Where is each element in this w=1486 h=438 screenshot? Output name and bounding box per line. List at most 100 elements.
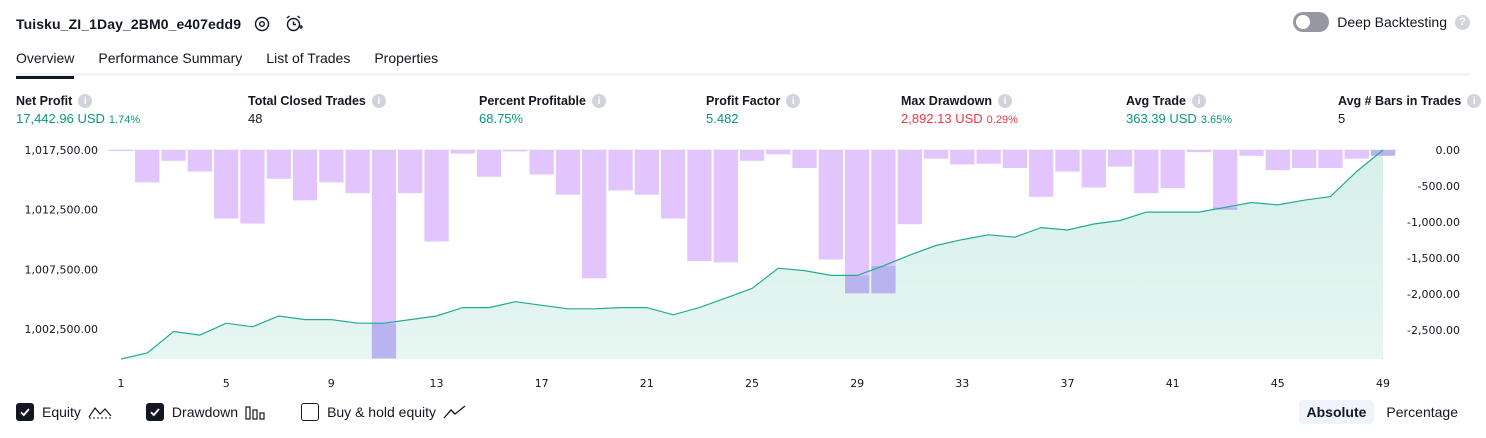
x-tick-label: 1 xyxy=(118,377,125,390)
y-right-tick-label: -2,000.00 xyxy=(1407,288,1460,301)
legend-buy-hold[interactable]: Buy & hold equity xyxy=(301,403,467,421)
drawdown-bar xyxy=(1213,150,1238,208)
absolute-mode-button[interactable]: Absolute xyxy=(1298,400,1375,424)
drawdown-bar xyxy=(529,150,554,175)
avg-bars-label: Avg # Bars in Trades xyxy=(1338,94,1462,108)
legend-drawdown[interactable]: Drawdown xyxy=(145,403,267,421)
drawdown-bar xyxy=(1186,150,1212,153)
drawdown-bar xyxy=(1002,150,1028,168)
net-profit-label: Net Profit xyxy=(16,94,73,108)
y-right-tick-label: -500.00 xyxy=(1418,180,1460,193)
drawdown-bar-overlap xyxy=(1370,150,1396,156)
metric-net-profit: Net Profit i 17,442.96 USD 1.74% xyxy=(16,94,140,126)
total-closed-trades-label: Total Closed Trades xyxy=(248,94,366,108)
net-profit-value: 17,442.96 USD xyxy=(16,111,105,126)
settings-icon[interactable] xyxy=(251,13,273,35)
drawdown-bar-overlap xyxy=(871,265,896,294)
drawdown-bar xyxy=(1344,150,1369,159)
info-icon[interactable]: i xyxy=(591,94,606,108)
drawdown-bar xyxy=(266,150,291,179)
buy-hold-label: Buy & hold equity xyxy=(327,404,437,420)
equity-drawdown-chart[interactable]: 1,017,500.00 1,012,500.00 1,007,500.00 1,00… xyxy=(0,138,1486,396)
percent-profitable-value: 68.75% xyxy=(479,111,524,126)
strategy-name: Tuisku_ZI_1Day_2BM0_e407edd9 xyxy=(16,16,242,32)
drawdown-bar xyxy=(1055,150,1080,172)
drawdown-bar xyxy=(871,150,896,266)
info-icon[interactable]: i xyxy=(78,94,93,108)
y-right-tick-label: 0.00 xyxy=(1436,144,1461,157)
drawdown-bar xyxy=(845,150,870,276)
info-icon[interactable]: i xyxy=(1467,94,1482,108)
deep-backtesting-toggle[interactable] xyxy=(1293,12,1330,32)
info-icon[interactable]: i xyxy=(371,94,386,108)
tab-list-of-trades[interactable]: List of Trades xyxy=(266,50,351,66)
metric-avg-trade: Avg Trade i 363.39 USD 3.65% xyxy=(1126,94,1232,126)
drawdown-bar xyxy=(398,150,423,194)
drawdown-bar xyxy=(792,150,817,168)
equity-checkbox[interactable] xyxy=(16,403,34,421)
help-icon[interactable]: ? xyxy=(1455,14,1470,30)
drawdown-bar xyxy=(976,150,1001,164)
drawdown-bar xyxy=(240,150,265,224)
equity-area xyxy=(121,150,1383,359)
max-drawdown-percent: 0.29% xyxy=(986,114,1018,126)
drawdown-bar xyxy=(1265,150,1290,171)
drawdown-bar xyxy=(345,150,370,194)
drawdown-bar xyxy=(950,150,975,165)
drawdown-bar xyxy=(319,150,344,183)
drawdown-bar xyxy=(766,150,791,155)
tab-properties[interactable]: Properties xyxy=(374,50,439,66)
avg-trade-label: Avg Trade xyxy=(1126,94,1186,108)
drawdown-bar xyxy=(108,150,134,151)
drawdown-bar-overlap xyxy=(371,323,397,359)
legend-equity[interactable]: Equity xyxy=(16,403,112,421)
drawdown-bar xyxy=(476,150,502,177)
avg-bars-value: 5 xyxy=(1338,111,1346,126)
equity-label: Equity xyxy=(42,404,81,420)
drawdown-bar xyxy=(1134,150,1159,194)
metric-max-drawdown: Max Drawdown i 2,892.13 USD 0.29% xyxy=(901,94,1018,126)
x-tick-label: 9 xyxy=(328,377,335,390)
drawdown-bar xyxy=(1107,150,1133,167)
max-drawdown-value: 2,892.13 USD xyxy=(901,111,983,126)
x-tick-label: 21 xyxy=(640,377,654,390)
tab-overview[interactable]: Overview xyxy=(16,44,75,79)
tab-performance-summary[interactable]: Performance Summary xyxy=(98,50,243,66)
metric-avg-bars: Avg # Bars in Trades i 5 xyxy=(1338,94,1482,126)
y-right-tick-label: -1,500.00 xyxy=(1407,252,1460,265)
info-icon[interactable]: i xyxy=(1191,94,1206,108)
info-icon[interactable]: i xyxy=(998,94,1012,108)
x-tick-label: 33 xyxy=(955,377,969,390)
percentage-mode-button[interactable]: Percentage xyxy=(1386,404,1458,420)
buy-hold-line-icon xyxy=(443,404,467,420)
equity-line xyxy=(120,149,1384,360)
x-tick-label: 25 xyxy=(745,377,759,390)
info-icon[interactable]: i xyxy=(786,94,801,108)
max-drawdown-label: Max Drawdown xyxy=(901,94,992,108)
drawdown-bar-overlap xyxy=(845,275,870,294)
total-closed-trades-value: 48 xyxy=(248,111,263,126)
drawdown-bar xyxy=(713,150,738,263)
y-left-tick-label: 1,007,500.00 xyxy=(25,263,98,276)
y-right-tick-label: -2,500.00 xyxy=(1407,324,1460,337)
buy-hold-checkbox[interactable] xyxy=(301,403,320,421)
profit-factor-label: Profit Factor xyxy=(706,94,781,108)
deep-backtesting-label: Deep Backtesting xyxy=(1337,14,1447,30)
strategy-header: Tuisku_ZI_1Day_2BM0_e407edd9 xyxy=(16,10,305,38)
drawdown-bar-overlap xyxy=(1213,207,1238,210)
x-tick-label: 41 xyxy=(1166,377,1180,390)
deep-backtesting: Deep Backtesting ? xyxy=(1293,12,1470,32)
x-tick-label: 45 xyxy=(1271,377,1285,390)
drawdown-bar xyxy=(214,150,239,219)
equity-line-icon xyxy=(88,404,112,420)
x-tick-label: 13 xyxy=(430,377,444,390)
y-left-tick-label: 1,002,500.00 xyxy=(25,323,98,336)
drawdown-bar xyxy=(424,150,449,242)
drawdown-checkbox[interactable] xyxy=(145,403,164,421)
drawdown-bar xyxy=(687,150,712,261)
drawdown-bar xyxy=(1292,150,1317,168)
drawdown-bar xyxy=(450,150,475,154)
x-tick-label: 5 xyxy=(223,377,230,390)
add-alert-icon[interactable] xyxy=(283,13,305,35)
net-profit-percent: 1.74% xyxy=(108,114,141,126)
